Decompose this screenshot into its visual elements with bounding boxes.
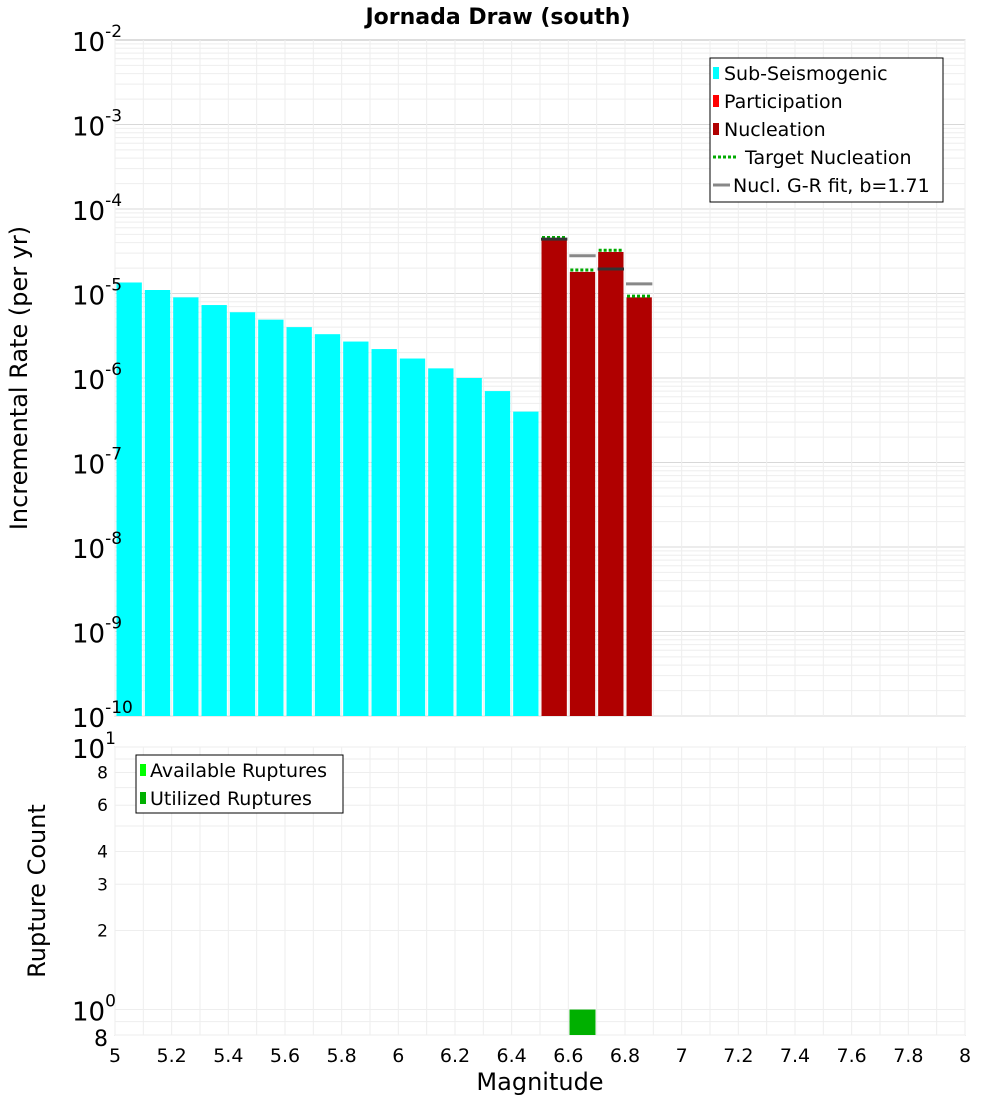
- x-tick-label: 6.4: [497, 1045, 527, 1067]
- rate-legend-label: Participation: [724, 91, 843, 113]
- rupture-y-major-label: 101: [72, 729, 116, 765]
- x-tick-label: 5.4: [213, 1045, 243, 1067]
- rate-legend-label: Sub-Seismogenic: [724, 63, 888, 85]
- rate-y-tick-exponent: -9: [105, 614, 122, 634]
- sub-seismogenic-bar: [144, 290, 171, 716]
- sub-seismogenic-bar: [229, 312, 256, 716]
- rate-y-tick-label: 10-10: [72, 698, 133, 734]
- rate-y-tick-exponent: -6: [105, 360, 122, 380]
- sub-seismogenic-bar: [428, 368, 454, 716]
- rate-y-tick-exponent: -4: [105, 191, 122, 211]
- sub-seismogenic-bar: [173, 297, 199, 716]
- rupture-y-tick-label: 2: [97, 922, 108, 942]
- rate-legend-swatch: [713, 67, 719, 79]
- sub-seismogenic-bar: [314, 334, 341, 716]
- rupture-legend: Available Ruptures Utilized Ruptures: [135, 754, 344, 814]
- rupture-y-major-exponent: 0: [105, 992, 116, 1012]
- sub-seismogenic-bar: [371, 349, 397, 716]
- x-tick-label: 7.4: [780, 1045, 810, 1067]
- x-tick-label: 5.6: [270, 1045, 300, 1067]
- rate-y-axis-label: Incremental Rate (per yr): [5, 226, 33, 530]
- x-tick-label: 5.8: [327, 1045, 357, 1067]
- rupture-legend-box: [135, 754, 344, 814]
- utilized-ruptures-bar: [569, 1009, 596, 1035]
- sub-seismogenic-bar: [399, 358, 426, 716]
- x-tick-labels: 5 5.2 5.4 5.6 5.8 6 6.2 6.4 6.6 6.8 7 7.2 7.4 7.6 7.8 8: [109, 1045, 971, 1067]
- rupture-legend-swatch: [140, 792, 146, 804]
- x-tick-label: 7.2: [723, 1045, 753, 1067]
- sub-seismogenic-bar: [343, 341, 369, 716]
- nucleation-bar: [541, 239, 567, 717]
- rate-y-tick-exponent: -8: [105, 529, 122, 549]
- x-tick-label: 6: [392, 1045, 404, 1067]
- rupture-y-tick-label: 8: [94, 1027, 108, 1052]
- rupture-bars: [569, 1009, 596, 1035]
- sub-seismogenic-bar: [484, 391, 511, 716]
- rate-legend: Sub-Seismogenic Participation Nucleation Ta…: [709, 57, 944, 203]
- rupture-y-tick-label: 3: [97, 875, 108, 895]
- sub-seismogenic-bar: [201, 305, 227, 716]
- sub-seismogenic-bar: [513, 411, 539, 716]
- x-axis-label: Magnitude: [476, 1068, 603, 1096]
- rate-y-tick-exponent: -10: [105, 698, 133, 718]
- nucleation-bar: [569, 271, 596, 716]
- x-tick-label: 8: [959, 1045, 971, 1067]
- rupture-y-major-exponent: 1: [105, 729, 116, 749]
- rate-markers: [541, 235, 653, 298]
- rupture-legend-label: Available Ruptures: [150, 760, 327, 782]
- rupture-y-major-label: 100: [72, 992, 116, 1028]
- x-tick-label: 7: [676, 1045, 688, 1067]
- x-tick-label: 6.6: [553, 1045, 583, 1067]
- sub-seismogenic-bar: [456, 378, 482, 716]
- x-tick-label: 7.6: [837, 1045, 867, 1067]
- x-tick-label: 6.8: [610, 1045, 640, 1067]
- rate-legend-label: Nucleation: [724, 119, 826, 141]
- rate-legend-label: Target Nucleation: [744, 147, 912, 169]
- rate-legend-swatch: [713, 95, 719, 107]
- rupture-y-tick-label: 6: [97, 796, 108, 816]
- sub-seismogenic-bar: [286, 327, 312, 716]
- rate-y-tick-exponent: -2: [105, 22, 122, 42]
- rupture-legend-swatch: [140, 764, 146, 776]
- rupture-y-tick-label: 4: [97, 842, 108, 862]
- x-tick-label: 5.2: [157, 1045, 187, 1067]
- rate-y-tick-exponent: -7: [105, 445, 122, 465]
- rate-y-tick-exponent: -3: [105, 107, 122, 127]
- sub-seismogenic-bar: [116, 282, 142, 716]
- rupture-y-axis-label: Rupture Count: [23, 804, 51, 978]
- rate-legend-label: Nucl. G-R fit, b=1.71: [733, 175, 930, 197]
- rupture-y-tick-label: 8: [97, 763, 108, 783]
- nucleation-bar: [598, 251, 624, 717]
- rate-y-tick-exponent: -5: [105, 276, 122, 296]
- rate-bars: [116, 239, 652, 717]
- rate-legend-swatch: [713, 123, 719, 135]
- sub-seismogenic-bar: [258, 319, 284, 716]
- nucleation-bar: [626, 297, 652, 716]
- x-tick-label: 7.8: [893, 1045, 923, 1067]
- rupture-legend-label: Utilized Ruptures: [150, 788, 312, 810]
- x-tick-label: 6.2: [440, 1045, 470, 1067]
- rate-legend-box: [709, 57, 944, 203]
- x-tick-label: 5: [109, 1045, 121, 1067]
- chart-title: Jornada Draw (south): [363, 5, 630, 30]
